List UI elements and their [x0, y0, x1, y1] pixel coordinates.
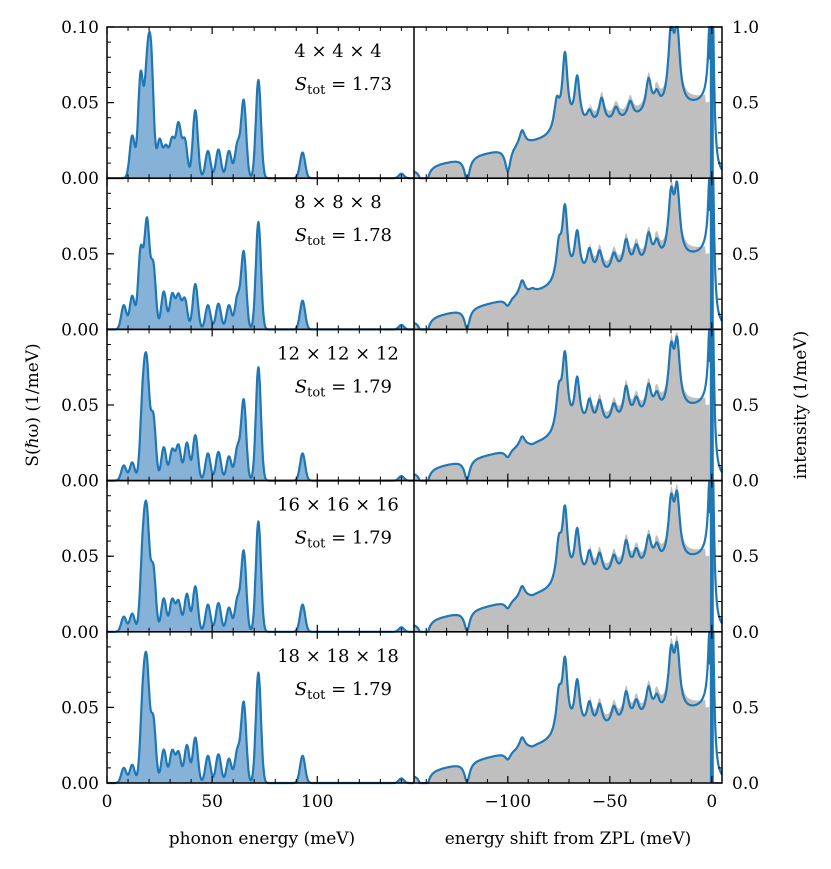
right-y-tick-label: 0.5 [732, 396, 759, 416]
reference-spectrum-area [414, 483, 722, 632]
supercell-label: 12 × 12 × 12 [277, 343, 399, 364]
left-y-tick-label: 0.00 [61, 774, 99, 794]
stot-label: Stot = 1.79 [295, 679, 392, 703]
intensity-curve [413, 630, 723, 785]
panel-row-2: 0.00 0.05 0.0 0.5 8 × 8 × 8 Stot = 1.78 [61, 177, 759, 340]
right-x-tick-label: 0 [706, 792, 717, 812]
left-y-tick-label: 0.00 [61, 472, 99, 492]
left-y-tick-label: 0.00 [61, 320, 99, 340]
left-x-tick-label: 0 [102, 792, 113, 812]
right-x-axis-label: energy shift from ZPL (meV) [445, 829, 692, 849]
right-y-tick-label: 0.0 [732, 774, 759, 794]
stot-label: Stot = 1.78 [295, 225, 392, 249]
right-x-tick-label: −100 [484, 792, 531, 812]
intensity-curve [413, 328, 723, 482]
right-y-tick-label: 0.0 [732, 169, 759, 189]
left-y-tick-label: 0.05 [61, 396, 99, 416]
intensity-curve [413, 479, 723, 633]
supercell-label: 18 × 18 × 18 [277, 646, 399, 667]
panel-row-5: 0.00 0.05 0.0 0.5 0 50 100 −100 −50 0 18 × 18 × 18… [61, 630, 759, 812]
left-y-axis-label: S(ℏω) (1/meV) [23, 343, 43, 466]
right-y-tick-label: 0.0 [732, 623, 759, 643]
left-y-tick-label: 0.00 [61, 623, 99, 643]
panel-row-4: 0.00 0.05 0.0 0.5 16 × 16 × 16 Stot = 1.79 [61, 479, 759, 643]
panel-row-3: 0.00 0.05 0.0 0.5 12 × 12 × 12 Stot = 1.79 [61, 328, 759, 492]
intensity-curve [413, 177, 723, 331]
reference-spectrum-area [414, 332, 722, 481]
reference-spectrum-area [414, 30, 722, 179]
left-y-tick-label: 0.00 [61, 169, 99, 189]
right-y-tick-label: 0.0 [732, 320, 759, 340]
right-y-tick-label: 0.5 [732, 94, 759, 114]
supercell-label: 8 × 8 × 8 [294, 192, 381, 213]
left-y-tick-label: 0.10 [61, 18, 99, 38]
stot-label: Stot = 1.79 [295, 376, 392, 400]
reference-spectrum-area [414, 634, 722, 783]
supercell-label: 16 × 16 × 16 [277, 495, 399, 516]
right-y-tick-label: 1.0 [732, 18, 759, 38]
right-y-tick-label: 0.0 [732, 472, 759, 492]
panel-row-1: 0.00 0.05 0.10 0.0 0.5 1.0 4 × 4 × 4 Stot = 1.7… [61, 18, 759, 189]
left-x-axis-label: phonon energy (meV) [169, 829, 355, 849]
right-x-tick-label: −50 [592, 792, 628, 812]
reference-spectrum-area [414, 181, 722, 330]
supercell-label: 4 × 4 × 4 [294, 41, 381, 62]
stot-label: Stot = 1.73 [295, 74, 392, 98]
right-y-tick-label: 0.5 [732, 547, 759, 567]
right-y-tick-label: 0.5 [732, 698, 759, 718]
stot-label: Stot = 1.79 [295, 528, 392, 552]
left-x-tick-label: 100 [301, 792, 333, 812]
left-y-tick-label: 0.05 [61, 245, 99, 265]
left-y-tick-label: 0.05 [61, 698, 99, 718]
left-y-tick-label: 0.05 [61, 547, 99, 567]
phonon-area [107, 31, 414, 179]
right-y-axis-label: intensity (1/meV) [791, 331, 811, 480]
right-y-tick-label: 0.5 [732, 245, 759, 265]
left-y-tick-label: 0.05 [61, 94, 99, 114]
left-x-tick-label: 50 [201, 792, 223, 812]
